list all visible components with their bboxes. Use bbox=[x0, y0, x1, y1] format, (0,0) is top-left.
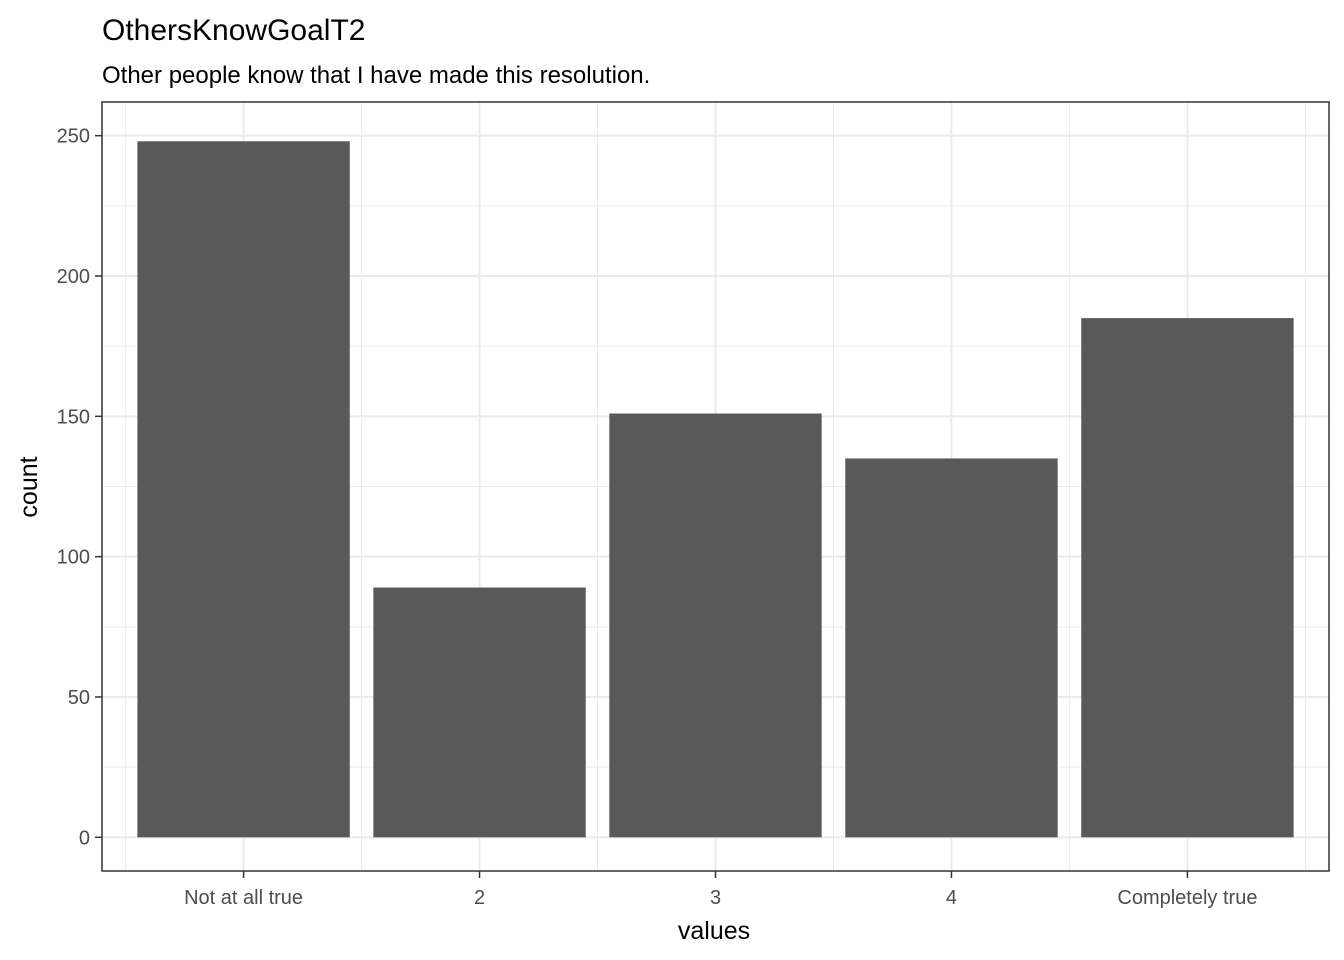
bar bbox=[1081, 318, 1294, 838]
y-tick-label: 200 bbox=[57, 266, 90, 288]
y-tick-label: 100 bbox=[57, 547, 90, 569]
y-tick-label: 50 bbox=[68, 687, 90, 709]
y-tick-label: 150 bbox=[57, 406, 90, 428]
x-tick-label: Completely true bbox=[1117, 887, 1257, 909]
chart-title: OthersKnowGoalT2 bbox=[102, 14, 365, 47]
x-tick-label: 2 bbox=[474, 887, 485, 909]
bars bbox=[137, 141, 1294, 838]
bar bbox=[609, 413, 822, 838]
x-tick-label: 3 bbox=[710, 887, 721, 909]
bar bbox=[845, 458, 1058, 838]
x-axis-title: values bbox=[678, 917, 750, 945]
bar bbox=[373, 587, 586, 838]
y-axis-title: count bbox=[15, 456, 43, 517]
x-axis: Not at all true 2 3 4 Completely true bbox=[184, 871, 1257, 909]
x-tick-label: 4 bbox=[946, 887, 957, 909]
bar bbox=[137, 141, 350, 838]
chart-subtitle: Other people know that I have made this … bbox=[102, 62, 650, 89]
y-tick-label: 0 bbox=[79, 827, 90, 849]
x-tick-label: Not at all true bbox=[184, 887, 303, 909]
y-tick-label: 250 bbox=[57, 126, 90, 148]
y-axis: 0 50 100 150 200 250 bbox=[57, 126, 102, 849]
